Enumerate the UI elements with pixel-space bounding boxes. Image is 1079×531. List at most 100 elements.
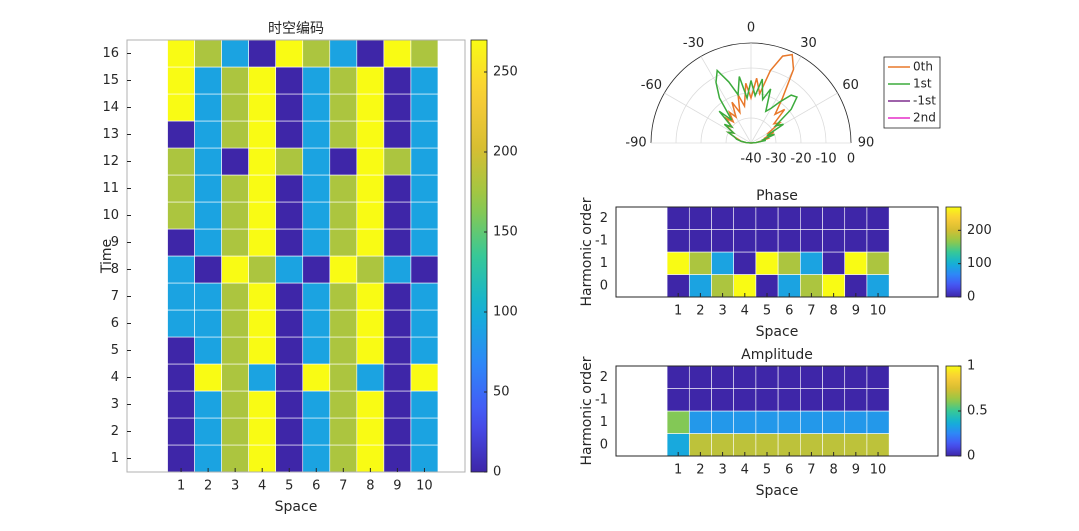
heatmap-cell	[167, 444, 195, 473]
heatmap-cell	[302, 174, 331, 203]
heatmap-cell	[194, 444, 222, 473]
heatmap-cell	[329, 444, 358, 473]
heatmap-cell	[248, 417, 277, 446]
heatmap-cell	[866, 365, 890, 389]
polar-grid-spoke	[700, 56, 752, 144]
heatmap-cell	[167, 39, 195, 68]
heatmap-cell	[410, 228, 439, 257]
heatmap-cell	[383, 255, 412, 284]
heatmap-cell	[329, 255, 358, 284]
r-tick-label: -10	[815, 152, 836, 167]
y-axis-label: Time	[99, 239, 115, 274]
heatmap-cell	[777, 365, 801, 389]
heatmap-cell	[711, 206, 734, 230]
heatmap-cell	[194, 120, 222, 149]
heatmap-cell	[167, 336, 195, 365]
heatmap-cell	[777, 229, 801, 253]
heatmap-cell	[248, 93, 277, 122]
heatmap-cell	[221, 147, 249, 176]
r-tick-label: 0	[847, 152, 855, 167]
heatmap-cell	[866, 388, 890, 412]
y-tick-label: -1	[595, 392, 608, 407]
colorbar-tick-label: 50	[493, 385, 510, 400]
heatmap-cell	[329, 363, 358, 392]
heatmap-cell	[194, 174, 222, 203]
y-tick-label: 0	[600, 278, 608, 293]
heatmap-cell	[302, 201, 331, 230]
heatmap-cell	[275, 147, 304, 176]
heatmap-cell	[866, 410, 890, 434]
r-tick-label: -30	[765, 152, 786, 167]
heatmap-cell	[329, 93, 358, 122]
heatmap-cell	[844, 206, 868, 230]
heatmap-cell	[221, 228, 249, 257]
heatmap-cell	[167, 363, 195, 392]
heatmap-cell	[194, 390, 222, 419]
y-tick-label: 14	[102, 100, 119, 115]
heatmap-cell	[275, 363, 304, 392]
heatmap-cell	[329, 66, 358, 95]
x-tick-label: 9	[393, 479, 401, 494]
heatmap-cell	[688, 365, 712, 389]
heatmap-cell	[410, 201, 439, 230]
heatmap-cell	[329, 201, 358, 230]
heatmap-cell	[866, 206, 890, 230]
heatmap-cell	[194, 39, 222, 68]
heatmap-cell	[275, 255, 304, 284]
axes-title: 时空编码	[268, 21, 324, 37]
axes-title: Amplitude	[741, 347, 813, 363]
heatmap-cell	[711, 410, 734, 434]
heatmap-cell	[822, 410, 846, 434]
heatmap-cell	[329, 282, 358, 311]
x-tick-label: 3	[718, 304, 726, 319]
x-tick-label: 4	[741, 304, 749, 319]
heatmap-cell	[329, 174, 358, 203]
heatmap-cell	[410, 93, 439, 122]
heatmap-cell	[356, 282, 385, 311]
heatmap-cell	[410, 147, 439, 176]
heatmap-cell	[800, 410, 823, 434]
heatmap-cell	[167, 201, 195, 230]
theta-tick-label: 0	[747, 21, 755, 36]
y-tick-label: 2	[600, 370, 608, 385]
heatmap-cell	[329, 120, 358, 149]
heatmap-cell	[275, 93, 304, 122]
axes-title: Phase	[756, 188, 798, 204]
theta-tick-label: -90	[625, 136, 646, 151]
x-tick-label: 2	[696, 304, 704, 319]
heatmap-cell	[194, 417, 222, 446]
heatmap-cell	[356, 255, 385, 284]
heatmap-cell	[302, 336, 331, 365]
heatmap-cell	[221, 255, 249, 284]
heatmap-cell	[329, 309, 358, 338]
x-tick-label: 6	[785, 463, 793, 478]
x-tick-label: 7	[339, 479, 347, 494]
heatmap-cell	[275, 336, 304, 365]
heatmap-cell	[410, 174, 439, 203]
heatmap-cell	[383, 363, 412, 392]
heatmap-cell	[383, 444, 412, 473]
heatmap-cell	[167, 93, 195, 122]
heatmap-cell	[302, 390, 331, 419]
heatmap-cell	[275, 174, 304, 203]
heatmap-cell	[167, 255, 195, 284]
heatmap-cell	[275, 120, 304, 149]
heatmap-cell	[221, 309, 249, 338]
heatmap-cell	[356, 66, 385, 95]
heatmap-cell	[866, 229, 890, 253]
x-tick-label: 6	[312, 479, 320, 494]
y-tick-label: 2	[600, 211, 608, 226]
x-tick-label: 9	[852, 463, 860, 478]
y-tick-label: 11	[102, 181, 119, 196]
heatmap-cell	[410, 309, 439, 338]
x-tick-label: 8	[366, 479, 374, 494]
heatmap-cell	[666, 251, 690, 275]
heatmap-cell	[688, 229, 712, 253]
heatmap-cell	[777, 251, 801, 275]
heatmap-cell	[248, 255, 277, 284]
heatmap-cell	[688, 410, 712, 434]
heatmap-cell	[329, 417, 358, 446]
heatmap-cell	[329, 336, 358, 365]
colorbar-tick-label: 0	[967, 290, 975, 305]
